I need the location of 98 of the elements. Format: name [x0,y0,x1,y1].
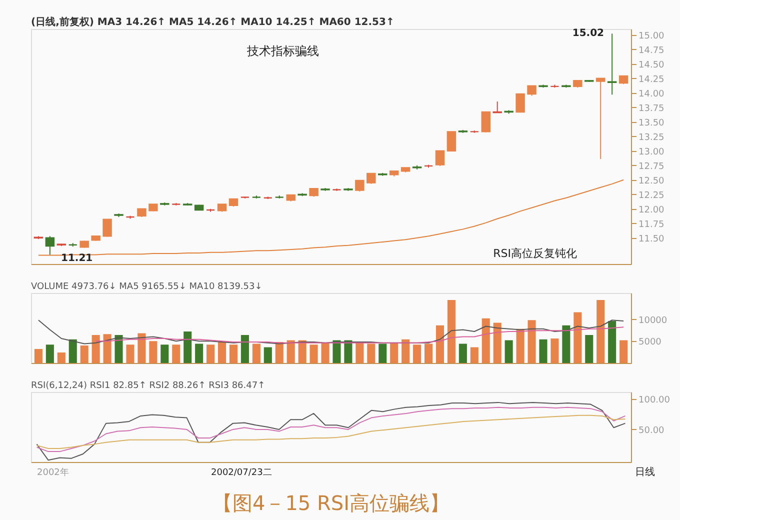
bar [114,335,123,363]
text: 2002年 [37,467,69,478]
bar [252,344,260,363]
text: 【图4－15 RSI高位骗线】 [212,491,450,515]
candlestick [492,101,502,114]
bar [264,347,272,363]
bar [413,344,422,363]
bar [528,320,536,363]
annotation: RSI高位反复钝化 [493,247,577,260]
line-series [38,320,624,344]
bar [286,340,295,363]
bar [458,344,467,363]
bar [402,339,410,363]
candlestick [355,180,364,192]
candlestick [481,111,490,133]
bar [470,347,478,363]
bar [367,344,376,363]
candlestick [607,33,617,96]
bar [195,344,204,363]
y-tick-label: 12.75 [638,162,664,172]
annotation: 技术指标骗线 [246,44,319,58]
bar [482,318,490,363]
bar [596,300,605,363]
text: 日线 [635,466,655,478]
candlestick [516,93,525,114]
bar [424,344,433,363]
y-tick-label: 50.00 [638,426,665,436]
annotation: 11.21 [61,253,93,264]
text: 2002/07/23二 [211,468,272,478]
y-tick-label: 13.75 [638,104,664,114]
bar [34,349,42,363]
line-series [36,406,626,452]
y-tick-label: 15.00 [638,31,665,42]
bar [356,342,364,363]
bar [608,321,616,363]
y-tick-label: 14.50 [638,60,665,70]
bar [103,334,112,363]
y-tick-label: 13.25 [638,132,664,143]
line-series [95,326,624,344]
bar [46,344,54,363]
candlestick [446,131,456,152]
line-series [36,402,626,461]
y-tick-label: 12.25 [638,190,664,201]
bar [332,340,341,363]
bar [574,312,582,363]
y-tick-label: 100.00 [638,395,670,406]
y-tick-label: 12.50 [638,176,665,186]
bar [378,344,387,363]
bar [436,325,444,363]
bar [218,342,226,363]
bar [310,344,318,363]
bar [539,339,548,363]
y-tick-label: 11.75 [638,220,664,230]
y-tick-label: 10000 [638,316,668,326]
text: RSI(6,12,24) RSI1 82.85↑ RSI2 88.26↑ RSI3 86.47↑ [31,381,266,391]
y-tick-label: 14.75 [638,46,664,56]
bar [620,340,628,363]
y-tick-label: 11.50 [638,234,665,244]
candlestick [45,236,55,256]
bar [447,300,456,363]
candlestick [102,218,112,238]
bar [172,344,180,363]
text: VOLUME 4973.76↓ MA5 9165.55↓ MA10 8139.53↓ [31,282,262,292]
bar [92,335,100,363]
bar [493,322,502,363]
bar [321,342,330,363]
bar [206,344,215,363]
y-tick-label: 14.25 [638,74,664,85]
text: (日线,前复权) MA3 14.26↑ MA5 14.26↑ MA10 14.25↑ MA60 12.53↑ [31,16,394,28]
y-tick-label: 13.00 [638,147,665,158]
y-tick-label: 5000 [638,338,662,348]
bar [80,346,88,363]
candlestick [366,172,376,184]
bar [149,341,158,363]
bar [229,344,238,363]
bar [504,340,513,363]
candlestick [435,150,445,166]
bar [240,335,249,363]
line-series [36,414,626,449]
bar [57,352,66,363]
bar [298,340,306,363]
y-tick-label: 13.50 [638,118,665,128]
bar [390,342,398,363]
bar [160,344,169,363]
bar [275,342,284,363]
annotation: 15.02 [572,28,604,39]
bar [562,325,570,363]
bar [585,335,594,363]
y-tick-label: 14.00 [638,89,665,100]
bar [138,333,146,363]
candlestick [527,85,536,96]
candlestick [596,78,606,160]
bar [68,339,77,363]
bar [184,332,192,363]
bar [516,328,524,363]
bar [550,338,559,363]
y-tick-label: 12.00 [638,205,665,216]
bar [126,344,134,363]
